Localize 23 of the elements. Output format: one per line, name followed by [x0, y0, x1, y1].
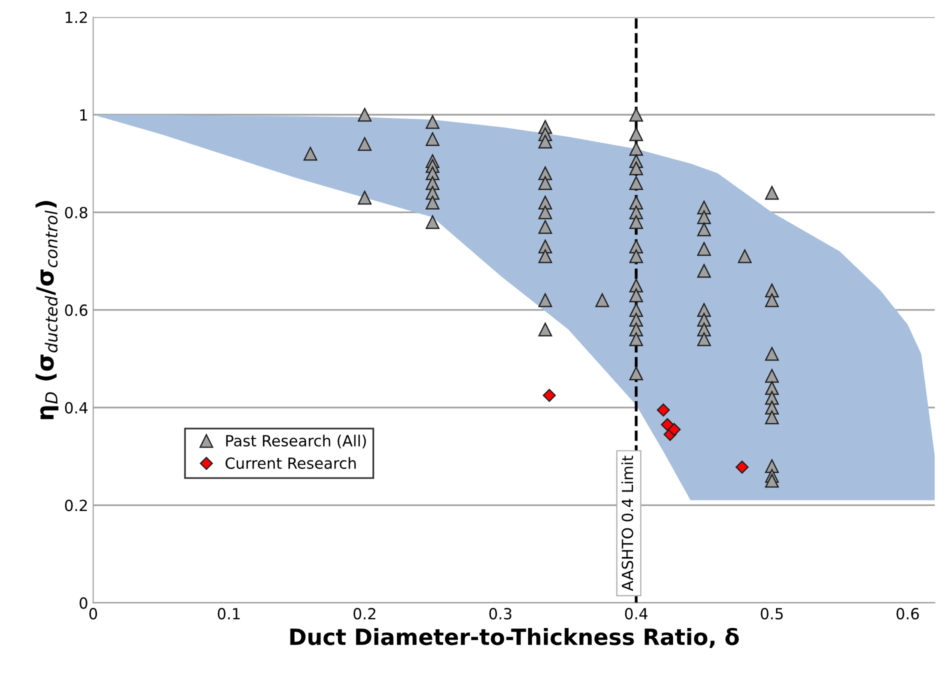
y-tick-label: 1 — [80, 109, 87, 121]
x-tick-label: 0.4 — [625, 608, 648, 620]
x-tick-label: 0.6 — [896, 608, 919, 620]
legend-label: Past Research (All) — [226, 434, 366, 448]
x-tick-label: 0.1 — [218, 608, 240, 620]
y-axis-title: η$_{D}$ (σ$_{ducted}$/σ$_{control}$) — [36, 201, 58, 420]
legend-label: Current Research — [226, 457, 356, 469]
y-tick-label: 0 — [80, 597, 88, 609]
point — [656, 404, 670, 417]
y-tick-label: 0.2 — [65, 500, 87, 512]
x-tick-label: 0.2 — [354, 608, 376, 620]
ref-line-label: AASHTO 0.4 Limit — [621, 456, 634, 591]
x-tick-label: 0 — [89, 608, 98, 620]
x-tick-label: 0.5 — [760, 608, 783, 620]
y-tick-label: 0.4 — [65, 402, 88, 414]
x-axis-title: Duct Diameter-to-Thickness Ratio, δ — [290, 628, 739, 648]
point — [668, 423, 681, 436]
point — [736, 460, 749, 474]
point — [542, 388, 556, 402]
y-tick-label: 0.8 — [65, 206, 88, 218]
y-tick-label: 0.6 — [65, 304, 88, 316]
y-tick-label: 1.2 — [66, 12, 87, 23]
x-tick-label: 0.3 — [489, 608, 512, 620]
